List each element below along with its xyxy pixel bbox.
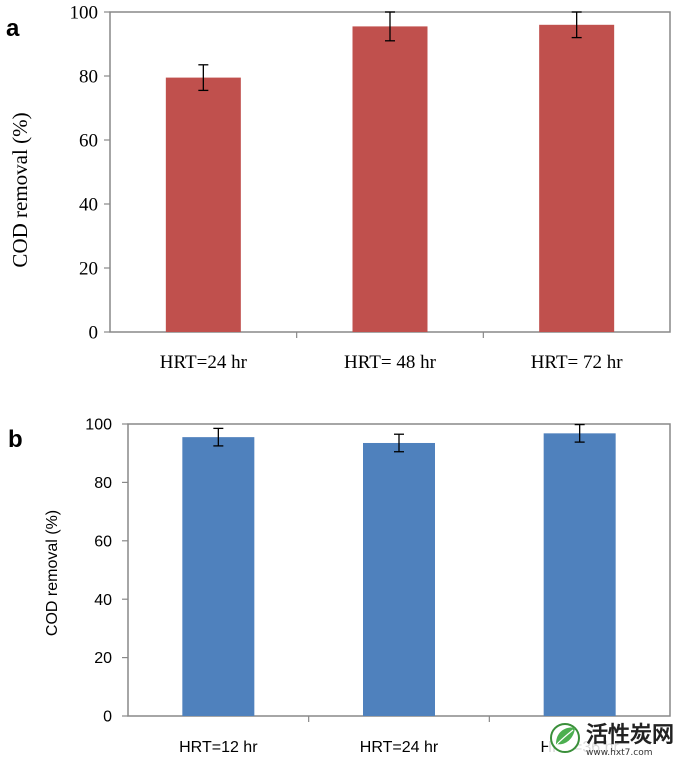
panel-a-axes: 0 20 40 60 80 100 HRT=24 hr HRT= 48 hr HRT= 72 h… <box>70 3 671 373</box>
y-tick-label: 0 <box>103 709 112 726</box>
panel-a-ylabel: COD removal (%) <box>8 112 32 267</box>
y-tick-label: 100 <box>85 417 112 434</box>
bar <box>352 26 428 333</box>
x-tick-label: HRT=24 hr <box>160 352 248 373</box>
y-tick-label: 0 <box>89 323 99 344</box>
bar <box>539 24 615 333</box>
y-tick-label: 80 <box>79 67 98 88</box>
x-tick-label: HRT=24 hr <box>360 739 439 756</box>
bar <box>543 433 616 716</box>
watermark-url: www.hxt7.com <box>586 748 653 758</box>
x-tick-label: HRT= 48 hr <box>344 352 437 373</box>
leaf-icon <box>550 723 580 753</box>
panel-label-b: b <box>8 426 23 453</box>
panel-b-ylabel: COD removal (%) <box>44 510 61 636</box>
bar <box>363 442 435 716</box>
bar <box>165 77 241 332</box>
y-tick-label: 20 <box>79 259 98 280</box>
bar <box>182 437 255 716</box>
y-tick-label: 40 <box>79 195 98 216</box>
y-tick-label: 100 <box>70 3 99 24</box>
x-tick-label: HRT= 72 hr <box>531 352 624 373</box>
watermark-text: 活性炭网 <box>586 722 674 748</box>
x-tick-label: HRT=12 hr <box>179 739 258 756</box>
panel-a: a 0 20 40 60 80 100 HRT=24 hr HRT= 48 hr HRT= 72… <box>6 3 671 373</box>
y-tick-label: 60 <box>79 131 98 152</box>
y-tick-label: 40 <box>94 592 112 609</box>
panel-label-a: a <box>6 15 20 42</box>
watermark-logo: 活性炭网 www.hxt7.com <box>548 720 675 760</box>
y-tick-label: 20 <box>94 650 112 667</box>
y-tick-label: 60 <box>94 533 112 550</box>
y-tick-label: 80 <box>94 475 112 492</box>
